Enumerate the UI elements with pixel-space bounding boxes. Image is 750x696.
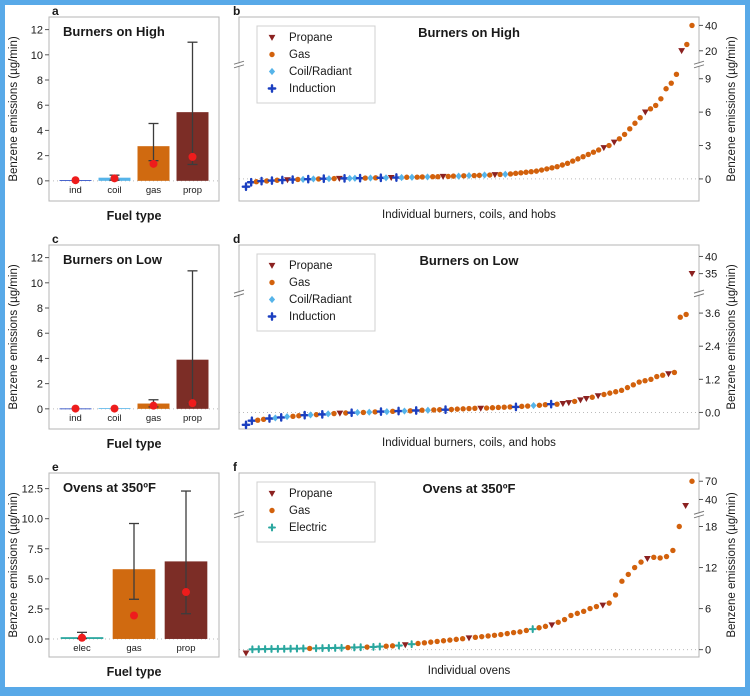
panel-c-burners-low-bar: c 0 2 4 6 8 10 12 Benzene emissions (µg/min) ind c… xyxy=(5,233,227,461)
svg-text:Fuel type: Fuel type xyxy=(107,665,162,679)
svg-text:f: f xyxy=(233,461,238,474)
svg-text:0: 0 xyxy=(705,174,711,186)
svg-text:Benzene emissions (µg/min): Benzene emissions (µg/min) xyxy=(8,264,20,409)
svg-text:40: 40 xyxy=(705,20,717,32)
svg-text:elec: elec xyxy=(73,643,91,654)
svg-text:Ovens at 350ºF: Ovens at 350ºF xyxy=(423,481,516,496)
svg-text:ind: ind xyxy=(69,185,82,196)
svg-text:20: 20 xyxy=(705,46,717,58)
svg-text:12: 12 xyxy=(31,253,43,265)
svg-text:0.0: 0.0 xyxy=(705,407,720,419)
svg-text:0: 0 xyxy=(37,176,43,188)
svg-text:Individual burners, coils, and: Individual burners, coils, and hobs xyxy=(382,209,556,221)
svg-text:coil: coil xyxy=(107,413,121,424)
svg-text:prop: prop xyxy=(183,413,202,424)
svg-text:3: 3 xyxy=(705,141,711,153)
svg-text:Ovens at 350ºF: Ovens at 350ºF xyxy=(63,480,156,495)
svg-text:40: 40 xyxy=(705,494,717,506)
svg-text:Individual burners, coils, and: Individual burners, coils, and hobs xyxy=(382,437,556,449)
chart-b-svg: b 0 3 6 9 20 40 Burners on High Individual burne… xyxy=(233,5,738,221)
svg-text:Burners on Low: Burners on Low xyxy=(420,253,520,268)
panel-d-burners-low-scatter: d 0.0 1.2 2.4 3.6 35 40 Burners on Low Individua… xyxy=(227,233,745,461)
svg-text:Induction: Induction xyxy=(289,83,336,95)
svg-text:Burners on High: Burners on High xyxy=(63,24,165,39)
svg-text:6: 6 xyxy=(37,328,43,340)
svg-text:35: 35 xyxy=(705,269,717,281)
svg-text:Benzene emissions (µg/min): Benzene emissions (µg/min) xyxy=(8,492,20,637)
svg-text:d: d xyxy=(233,233,240,246)
svg-text:3.6: 3.6 xyxy=(705,308,720,320)
svg-text:Propane: Propane xyxy=(289,260,332,272)
svg-text:7.5: 7.5 xyxy=(28,544,43,556)
svg-text:Fuel type: Fuel type xyxy=(107,437,162,451)
panel-f-ovens-scatter: f 0 6 12 18 40 70 Ovens at 350ºF Individual oven… xyxy=(227,461,745,687)
svg-text:1.2: 1.2 xyxy=(705,374,720,386)
svg-text:10: 10 xyxy=(31,50,43,62)
svg-text:Fuel type: Fuel type xyxy=(107,209,162,223)
svg-text:Benzene emissions (µg/min): Benzene emissions (µg/min) xyxy=(726,492,738,637)
svg-text:0: 0 xyxy=(37,404,43,416)
svg-text:coil: coil xyxy=(107,185,121,196)
svg-text:Individual ovens: Individual ovens xyxy=(428,665,511,677)
svg-text:Induction: Induction xyxy=(289,311,336,323)
svg-text:b: b xyxy=(233,5,240,18)
svg-text:prop: prop xyxy=(176,643,195,654)
svg-text:Gas: Gas xyxy=(289,277,310,289)
svg-text:18: 18 xyxy=(705,522,717,534)
svg-text:2: 2 xyxy=(37,151,43,163)
svg-text:70: 70 xyxy=(705,476,717,488)
svg-text:Burners on High: Burners on High xyxy=(418,25,520,40)
svg-text:6: 6 xyxy=(705,604,711,616)
svg-text:2.5: 2.5 xyxy=(28,604,43,616)
svg-text:gas: gas xyxy=(146,185,162,196)
svg-text:40: 40 xyxy=(705,251,717,263)
svg-text:2.4: 2.4 xyxy=(705,341,720,353)
svg-text:5.0: 5.0 xyxy=(28,574,43,586)
svg-text:Benzene emissions (µg/min): Benzene emissions (µg/min) xyxy=(8,36,20,181)
svg-text:12.5: 12.5 xyxy=(22,484,43,496)
svg-text:8: 8 xyxy=(37,303,43,315)
svg-text:e: e xyxy=(52,461,59,474)
svg-text:Gas: Gas xyxy=(289,49,310,61)
svg-text:0.0: 0.0 xyxy=(28,634,43,646)
panel-a-burners-high-bar: a 0 2 4 6 8 10 12 Benzene emissions (µg/min) ind c… xyxy=(5,5,227,233)
panel-e-ovens-bar: e 0.0 2.5 5.0 7.5 10.0 12.5 Benzene emissions (… xyxy=(5,461,227,687)
chart-c-svg: c 0 2 4 6 8 10 12 Benzene emissions (µg/min) ind c… xyxy=(8,233,220,451)
svg-text:Benzene emissions (µg/min): Benzene emissions (µg/min) xyxy=(726,36,738,181)
svg-text:10.0: 10.0 xyxy=(22,514,43,526)
svg-text:a: a xyxy=(52,5,59,18)
svg-text:Propane: Propane xyxy=(289,32,332,44)
svg-text:ind: ind xyxy=(69,413,82,424)
figure-grid: a 0 2 4 6 8 10 12 Benzene emissions (µg/min) ind c… xyxy=(5,5,745,687)
svg-text:Electric: Electric xyxy=(289,522,327,534)
svg-text:6: 6 xyxy=(705,107,711,119)
svg-text:Gas: Gas xyxy=(289,505,310,517)
svg-text:12: 12 xyxy=(705,563,717,575)
svg-text:12: 12 xyxy=(31,25,43,37)
svg-text:prop: prop xyxy=(183,185,202,196)
svg-text:0: 0 xyxy=(705,645,711,657)
chart-d-svg: d 0.0 1.2 2.4 3.6 35 40 Burners on Low Individua… xyxy=(233,233,738,449)
svg-text:2: 2 xyxy=(37,379,43,391)
svg-text:6: 6 xyxy=(37,100,43,112)
svg-text:Propane: Propane xyxy=(289,488,332,500)
svg-text:gas: gas xyxy=(126,643,142,654)
svg-text:4: 4 xyxy=(37,125,43,137)
chart-a-svg: a 0 2 4 6 8 10 12 Benzene emissions (µg/min) ind c… xyxy=(8,5,220,223)
svg-text:10: 10 xyxy=(31,278,43,290)
svg-text:gas: gas xyxy=(146,413,162,424)
svg-text:4: 4 xyxy=(37,353,43,365)
svg-text:c: c xyxy=(52,233,59,246)
panel-b-burners-high-scatter: b 0 3 6 9 20 40 Burners on High Individual burne… xyxy=(227,5,745,233)
svg-text:9: 9 xyxy=(705,74,711,86)
svg-text:Benzene emissions (µg/min): Benzene emissions (µg/min) xyxy=(726,264,738,409)
svg-text:8: 8 xyxy=(37,75,43,87)
svg-text:Coil/Radiant: Coil/Radiant xyxy=(289,66,352,78)
chart-f-svg: f 0 6 12 18 40 70 Ovens at 350ºF Individual oven… xyxy=(233,461,738,677)
svg-text:Coil/Radiant: Coil/Radiant xyxy=(289,294,352,306)
svg-text:Burners on Low: Burners on Low xyxy=(63,252,163,267)
